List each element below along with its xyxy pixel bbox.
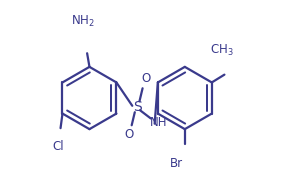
Text: O: O bbox=[141, 72, 150, 85]
Text: Br: Br bbox=[170, 157, 183, 170]
Text: NH: NH bbox=[150, 116, 167, 129]
Text: CH$_3$: CH$_3$ bbox=[210, 43, 234, 58]
Text: S: S bbox=[133, 100, 141, 114]
Text: NH$_2$: NH$_2$ bbox=[71, 14, 95, 29]
Text: Cl: Cl bbox=[53, 140, 64, 153]
Text: O: O bbox=[124, 128, 133, 142]
